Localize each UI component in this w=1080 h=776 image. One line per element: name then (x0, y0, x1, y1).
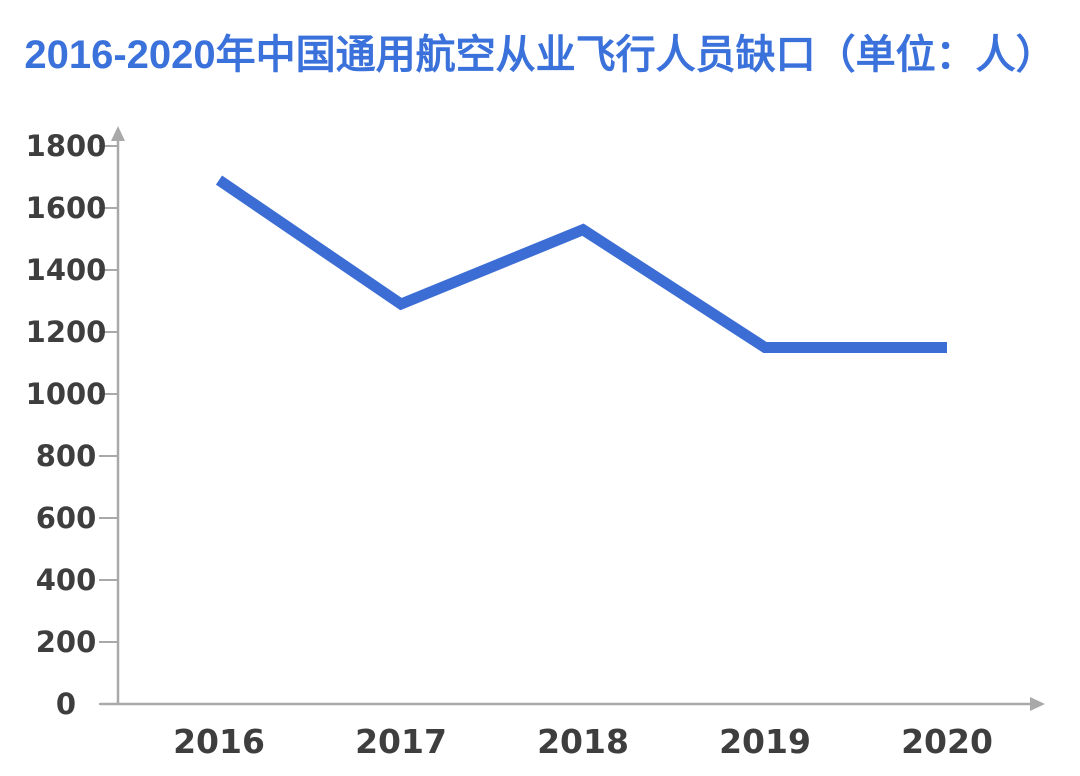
x-axis-arrow-icon (1030, 697, 1045, 711)
y-tick-label: 1400 (26, 253, 107, 287)
y-tick-label: 200 (36, 625, 97, 659)
x-tick-label: 2018 (537, 722, 629, 761)
x-tick-label: 2020 (901, 722, 993, 761)
y-tick-label: 1800 (26, 129, 107, 163)
y-tick-label: 600 (36, 501, 97, 535)
chart-title: 2016-2020年中国通用航空从业飞行人员缺口（单位：人） (24, 33, 1056, 77)
y-tick-label: 1000 (26, 377, 107, 411)
y-tick-label: 0 (56, 687, 76, 721)
y-tick-label: 400 (36, 563, 97, 597)
data-line (215, 175, 947, 353)
y-tick-label: 800 (36, 439, 97, 473)
x-tick-label: 2016 (173, 722, 265, 761)
x-tick-label: 2019 (719, 722, 811, 761)
y-tick-label: 1200 (26, 315, 107, 349)
x-tick-label: 2017 (355, 722, 447, 761)
y-tick-label: 1600 (26, 191, 107, 225)
y-axis-arrow-icon (111, 126, 125, 141)
